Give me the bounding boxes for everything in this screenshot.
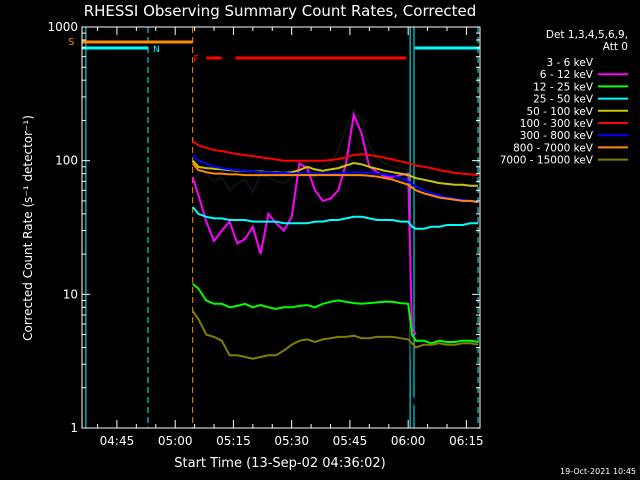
plot-area: S N F — [68, 27, 480, 428]
series-line-8 — [191, 310, 479, 360]
series-line-5 — [192, 140, 479, 177]
x-tick-label: 05:00 — [158, 434, 193, 448]
y-tick-label: 100 — [55, 154, 78, 168]
legend-entry-label: 300 - 800 keV — [520, 130, 594, 142]
legend-entry-label: 7000 - 15000 keV — [500, 155, 594, 167]
x-tick-label: 05:15 — [216, 434, 251, 448]
x-tick-label: 06:15 — [449, 434, 484, 448]
series-line-1 — [191, 111, 417, 336]
chart-title: RHESSI Observing Summary Count Rates, Co… — [84, 2, 477, 20]
x-tick-label: 06:00 — [391, 434, 426, 448]
legend-entry-label: 3 - 6 keV — [546, 57, 593, 69]
axes: 1 10 100 1000 04:45 05:00 05:15 05:30 05:45 06:00… — [47, 20, 483, 448]
y-tick-label: 1000 — [47, 20, 78, 34]
legend-entry-label: 100 - 300 keV — [520, 118, 594, 130]
y-tick-label: 1 — [70, 421, 78, 435]
series-line-2 — [192, 282, 479, 345]
x-tick-label: 04:45 — [100, 434, 135, 448]
saa-flag-letter: S — [68, 37, 74, 48]
timestamp: 19-Oct-2021 10:45 — [560, 467, 636, 476]
legend-entry-label: 50 - 100 keV — [526, 106, 593, 118]
flare-flag-letter: F — [193, 54, 199, 65]
x-tick-label: 05:30 — [274, 434, 309, 448]
series-line-3 — [191, 206, 479, 230]
series-line-6 — [192, 154, 479, 202]
y-axis-label: Corrected Count Rate (s⁻¹ detector⁻¹) — [21, 115, 35, 341]
legend-entry-label: 25 - 50 keV — [533, 94, 594, 106]
x-tick-label: 05:45 — [333, 434, 368, 448]
legend-entry-label: 800 - 7000 keV — [513, 142, 594, 154]
legend-header-line: Att 0 — [603, 41, 628, 53]
y-tick-label: 10 — [63, 287, 78, 301]
x-axis-label: Start Time (13-Sep-02 04:36:02) — [174, 456, 385, 471]
plot-frame — [81, 26, 481, 429]
legend-header-line: Det 1,3,4,5,6,9, — [546, 29, 628, 41]
legend-entry-label: 12 - 25 keV — [533, 81, 594, 93]
night-flag-letter: N — [153, 45, 160, 55]
series-line-7 — [191, 162, 479, 204]
legend-entry-label: 6 - 12 keV — [540, 69, 594, 81]
